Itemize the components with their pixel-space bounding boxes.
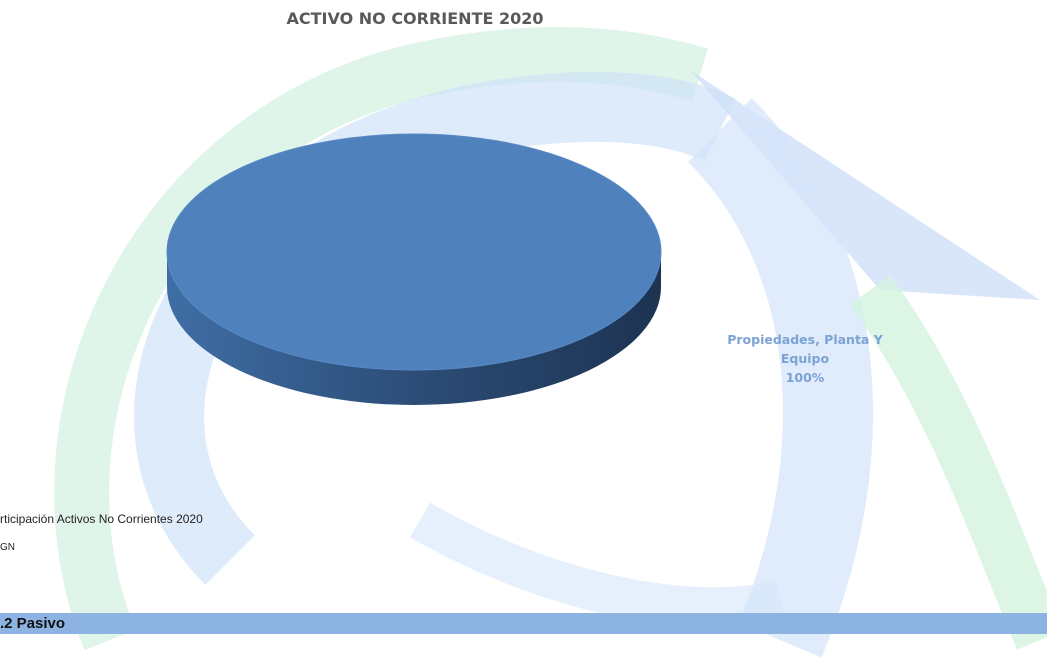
category-label: Propiedades, Planta Y Equipo <box>727 332 883 366</box>
figure-caption: rticipación Activos No Corrientes 2020 <box>0 512 203 526</box>
pie-slice <box>166 133 662 371</box>
section-heading: .2 Pasivo <box>0 613 1047 634</box>
chart-title: ACTIVO NO CORRIENTE 2020 <box>286 9 543 28</box>
figure-source: GN <box>0 542 15 553</box>
data-label: Propiedades, Planta Y Equipo 100% <box>705 330 905 387</box>
pie-side <box>167 252 661 405</box>
value-label: 100% <box>785 370 825 385</box>
chart: ACTIVO NO CORRIENTE 2020 <box>166 9 662 405</box>
